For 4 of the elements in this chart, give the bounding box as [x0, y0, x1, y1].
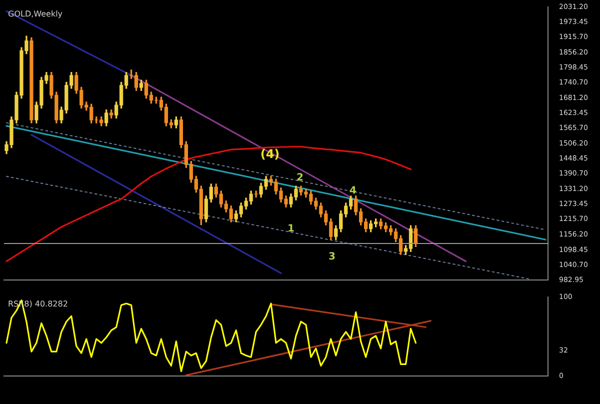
annotation: 2 — [296, 172, 304, 184]
annotation: 1 — [288, 224, 295, 235]
annotation: 4 — [350, 186, 357, 197]
annotation: 3 — [328, 252, 336, 263]
